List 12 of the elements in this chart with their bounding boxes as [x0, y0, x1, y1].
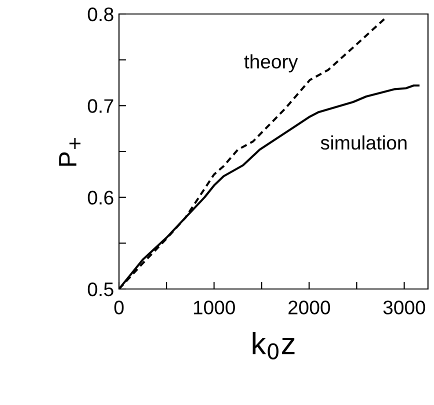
series-label: theory [244, 54, 298, 72]
x-tick-label: 1000 [194, 300, 235, 314]
y-tick-label: 0.5 [88, 282, 114, 296]
series-label: simulation [320, 135, 406, 150]
y-tick-label: 0.8 [88, 7, 114, 22]
x-axis-title: k$_{0}$z [252, 332, 295, 360]
x-tick-label: 0 [114, 300, 124, 314]
x-tick-label: 2000 [288, 300, 330, 314]
y-axis-title: P$_{+}$ [59, 138, 80, 166]
y-tick-label: 0.6 [88, 190, 114, 205]
x-tick-label: 3000 [383, 300, 426, 314]
y-tick-label: 0.7 [88, 99, 114, 113]
